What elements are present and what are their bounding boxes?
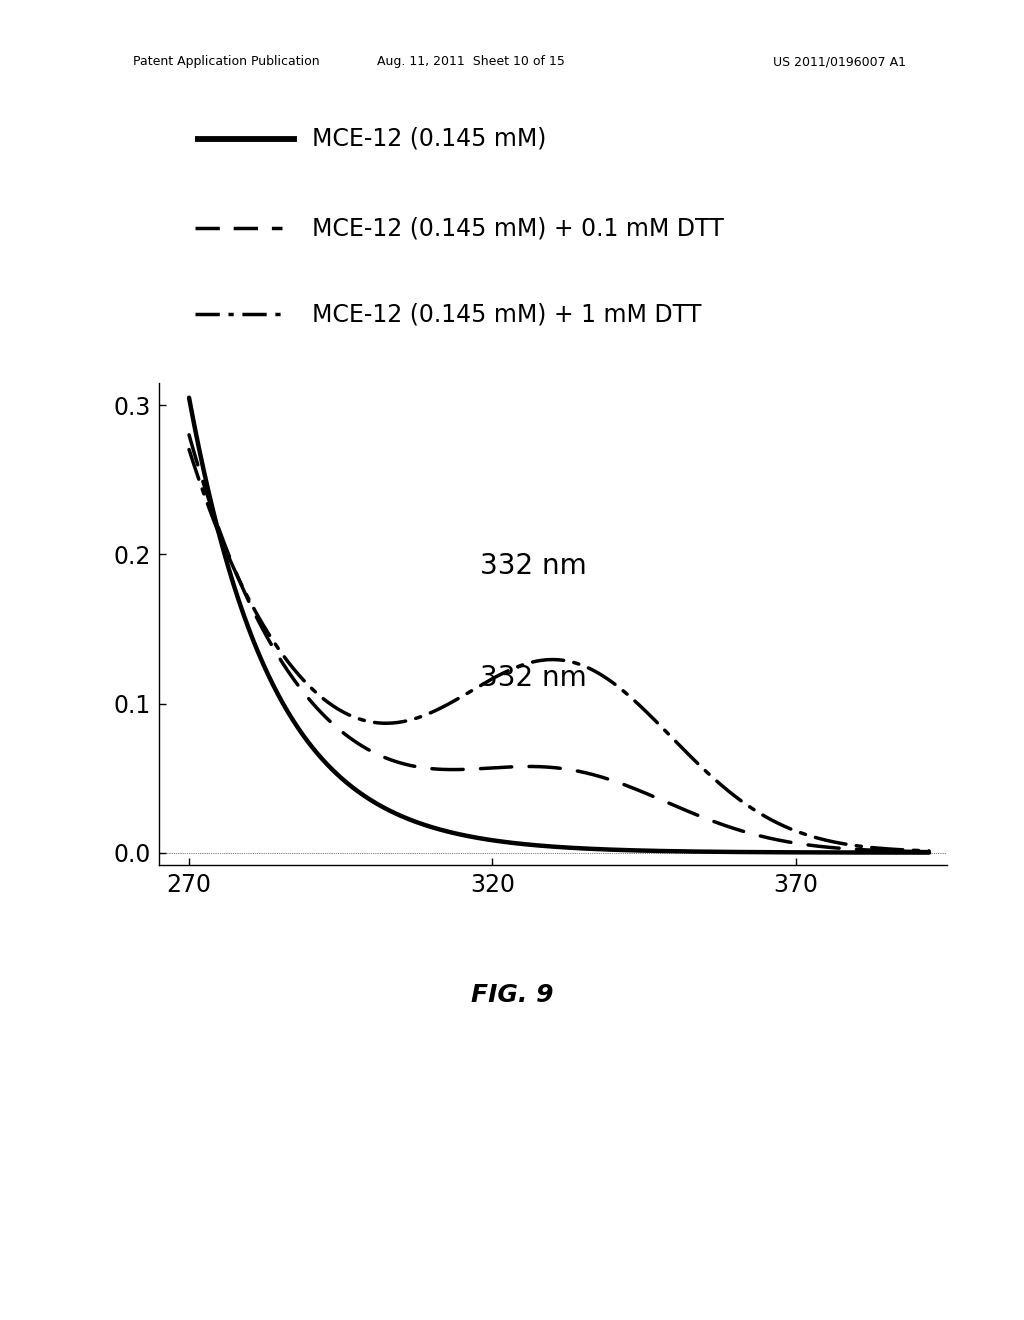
Text: MCE-12 (0.145 mM): MCE-12 (0.145 mM) bbox=[312, 127, 547, 150]
Text: 332 nm: 332 nm bbox=[480, 664, 587, 692]
Text: FIG. 9: FIG. 9 bbox=[471, 983, 553, 1007]
Text: MCE-12 (0.145 mM) + 0.1 mM DTT: MCE-12 (0.145 mM) + 0.1 mM DTT bbox=[312, 216, 724, 240]
Text: Patent Application Publication: Patent Application Publication bbox=[133, 55, 319, 69]
Text: 332 nm: 332 nm bbox=[480, 552, 587, 579]
Text: Aug. 11, 2011  Sheet 10 of 15: Aug. 11, 2011 Sheet 10 of 15 bbox=[377, 55, 565, 69]
Text: MCE-12 (0.145 mM) + 1 mM DTT: MCE-12 (0.145 mM) + 1 mM DTT bbox=[312, 302, 701, 326]
Text: US 2011/0196007 A1: US 2011/0196007 A1 bbox=[773, 55, 906, 69]
